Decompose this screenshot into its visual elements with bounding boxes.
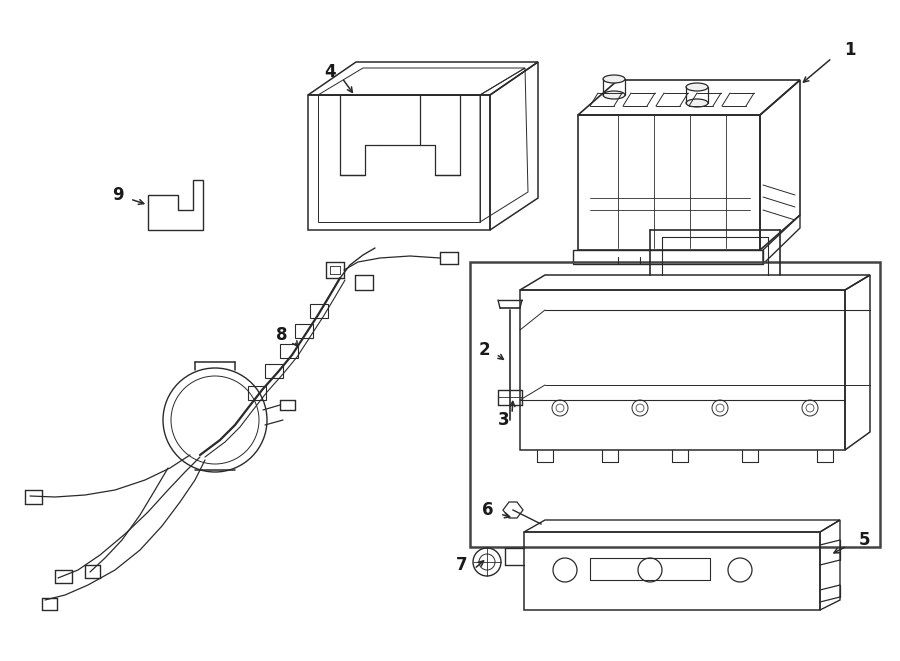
Bar xyxy=(248,386,266,400)
Text: 4: 4 xyxy=(324,63,336,81)
Text: 7: 7 xyxy=(456,556,468,574)
Text: 1: 1 xyxy=(844,41,856,59)
Text: 8: 8 xyxy=(276,326,288,344)
Text: 5: 5 xyxy=(860,531,871,549)
Ellipse shape xyxy=(603,91,625,99)
Text: 9: 9 xyxy=(112,186,124,204)
Text: 2: 2 xyxy=(478,341,490,359)
Bar xyxy=(265,364,283,378)
Ellipse shape xyxy=(686,83,708,91)
Bar xyxy=(295,324,313,338)
Bar xyxy=(470,262,880,547)
Text: 3: 3 xyxy=(499,411,509,429)
Ellipse shape xyxy=(603,75,625,83)
Bar xyxy=(310,304,328,318)
Text: 6: 6 xyxy=(482,501,494,519)
Bar xyxy=(280,344,298,358)
Ellipse shape xyxy=(686,99,708,107)
